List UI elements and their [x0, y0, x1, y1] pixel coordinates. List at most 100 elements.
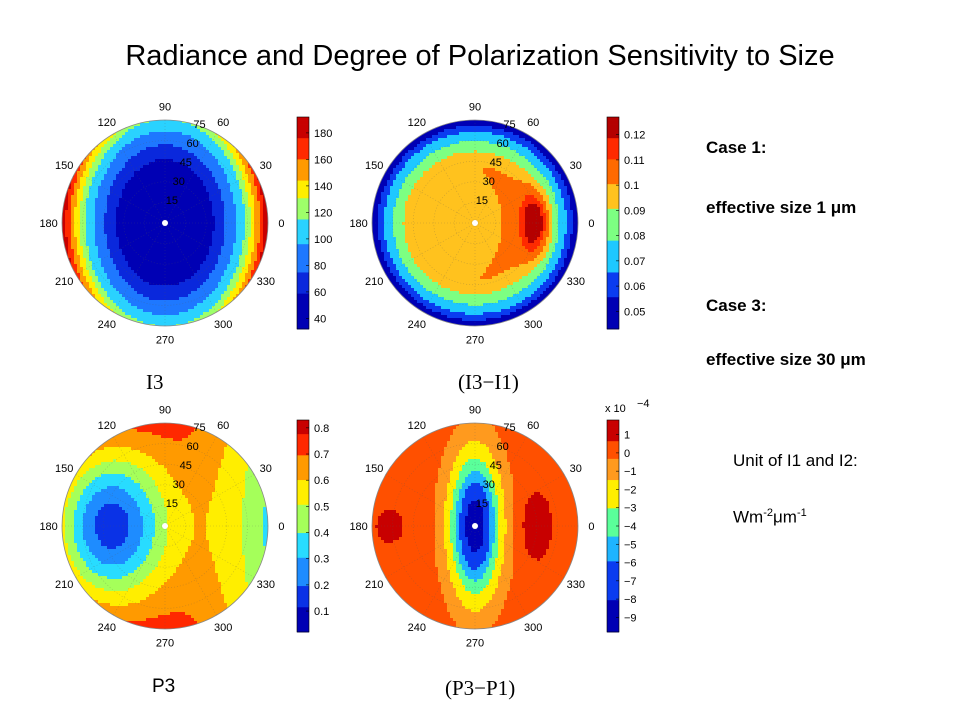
- angle-label: 90: [159, 102, 171, 114]
- colorbar-tick: 0.11: [624, 155, 645, 167]
- angle-label: 270: [156, 334, 174, 346]
- unit-exp1: -2: [763, 507, 773, 519]
- angle-label: 210: [365, 579, 383, 591]
- angle-label: 300: [214, 622, 232, 634]
- polar-boundary: [371, 422, 579, 630]
- unit-mid: μm: [773, 507, 797, 527]
- colorbar-tick: 0.8: [314, 423, 329, 435]
- angle-label: 150: [55, 160, 73, 172]
- angle-label: 150: [365, 160, 383, 172]
- case3-label: Case 3:: [706, 296, 767, 315]
- ring-label: 45: [180, 157, 192, 169]
- center-marker: [472, 220, 478, 226]
- polar-plot-p3: 15 30 45 60 75 0 30 60 90 120 150 180 210 240 270 300 33…: [39, 405, 329, 650]
- angle-label: 150: [365, 463, 383, 475]
- angle-label: 240: [408, 319, 426, 331]
- colorbar-tick: 0.5: [314, 501, 329, 513]
- colorbar-tick: −7: [624, 576, 637, 588]
- polar-boundary: [371, 119, 579, 327]
- ring-label: 75: [503, 422, 515, 434]
- center-marker: [162, 523, 168, 529]
- colorbar-tick: 180: [314, 128, 332, 140]
- angle-label: 120: [408, 420, 426, 432]
- colorbar-i3-minus-i1: 0.12 0.11 0.1 0.09 0.08 0.07 0.06 0.05: [606, 116, 645, 330]
- polar-spokes: [62, 120, 268, 326]
- contour-field-p3-minus-p1: [372, 423, 578, 629]
- colorbar-tick: −2: [624, 484, 637, 496]
- ring-label: 30: [173, 479, 185, 491]
- unit-value: Wm-2μm-1: [733, 507, 807, 528]
- ring-label: 75: [503, 119, 515, 131]
- unit-base: Wm: [733, 507, 764, 527]
- angle-label: 60: [217, 420, 229, 432]
- ring-label: 15: [476, 498, 488, 510]
- ring-label: 45: [490, 157, 502, 169]
- angle-label: 60: [527, 420, 539, 432]
- angle-label: 0: [588, 521, 594, 533]
- colorbar-multiplier-exp: −4: [637, 398, 650, 410]
- ring-label: 60: [496, 441, 508, 453]
- ring-label: 30: [173, 176, 185, 188]
- polar-spokes: [372, 423, 578, 629]
- angle-label: 210: [55, 276, 73, 288]
- colorbar-tick: 1: [624, 430, 630, 442]
- angle-label: 120: [408, 117, 426, 129]
- colorbar-tick: 0.3: [314, 554, 329, 566]
- colorbar-tick: 160: [314, 154, 332, 166]
- angle-label: 300: [214, 319, 232, 331]
- colorbar-multiplier: x 10: [605, 403, 626, 415]
- colorbar-tick: 40: [314, 313, 326, 325]
- colorbar-tick: −9: [624, 612, 637, 624]
- colorbar-tick: −4: [624, 521, 637, 533]
- colorbar-tick: 0.07: [624, 256, 645, 268]
- case1-label: Case 1:: [706, 138, 767, 157]
- colorbar-tick: −5: [624, 539, 637, 551]
- polar-spokes: [372, 120, 578, 326]
- angle-label: 0: [278, 521, 284, 533]
- case1-size: effective size 1 μm: [706, 198, 857, 217]
- contour-field-i3-minus-i1: [372, 120, 578, 326]
- polar-boundary: [61, 119, 269, 327]
- center-marker: [472, 523, 478, 529]
- polar-plot-i3-minus-i1: 15 30 45 60 75 0 30 60 90 120 150 180 210 240 270 300 33…: [349, 102, 645, 347]
- colorbar-tick: 0.08: [624, 231, 645, 243]
- angle-label: 0: [278, 218, 284, 230]
- angle-label: 30: [260, 463, 272, 475]
- colorbar-tick: 0.4: [314, 528, 329, 540]
- angle-label: 60: [527, 117, 539, 129]
- colorbar-tick: 0: [624, 448, 630, 460]
- angle-label: 90: [469, 102, 481, 114]
- angle-label: 180: [39, 521, 57, 533]
- colorbar-tick: −1: [624, 466, 637, 478]
- caption-i3-minus-i1: (I3−I1): [458, 370, 519, 394]
- angle-label: 270: [466, 334, 484, 346]
- colorbar-tick: 0.7: [314, 449, 329, 461]
- colorbar-tick: 120: [314, 207, 332, 219]
- colorbar-tick: 0.12: [624, 130, 645, 142]
- caption-p3: P3: [152, 676, 176, 697]
- angle-label: 0: [588, 218, 594, 230]
- angle-label: 210: [365, 276, 383, 288]
- colorbar-p3: 0.8 0.7 0.6 0.5 0.4 0.3 0.2 0.1: [296, 419, 329, 633]
- angle-label: 300: [524, 622, 542, 634]
- ring-label: 30: [483, 479, 495, 491]
- case3-size: effective size 30 μm: [706, 350, 866, 369]
- polar-boundary: [61, 422, 269, 630]
- colorbar-tick: 0.05: [624, 306, 645, 318]
- angle-label: 270: [156, 637, 174, 649]
- colorbar-tick: −3: [624, 503, 637, 515]
- colorbar-tick: 0.2: [314, 580, 329, 592]
- colorbar-tick: 0.1: [624, 180, 639, 192]
- ring-label: 45: [490, 460, 502, 472]
- ring-label: 15: [166, 195, 178, 207]
- center-marker: [162, 220, 168, 226]
- angle-label: 90: [159, 405, 171, 417]
- angle-label: 150: [55, 463, 73, 475]
- angle-label: 180: [349, 521, 367, 533]
- ring-label: 15: [476, 195, 488, 207]
- angle-label: 30: [570, 463, 582, 475]
- colorbar-tick: −8: [624, 594, 637, 606]
- angle-label: 330: [257, 276, 275, 288]
- caption-i3: I3: [146, 370, 164, 394]
- angle-label: 210: [55, 579, 73, 591]
